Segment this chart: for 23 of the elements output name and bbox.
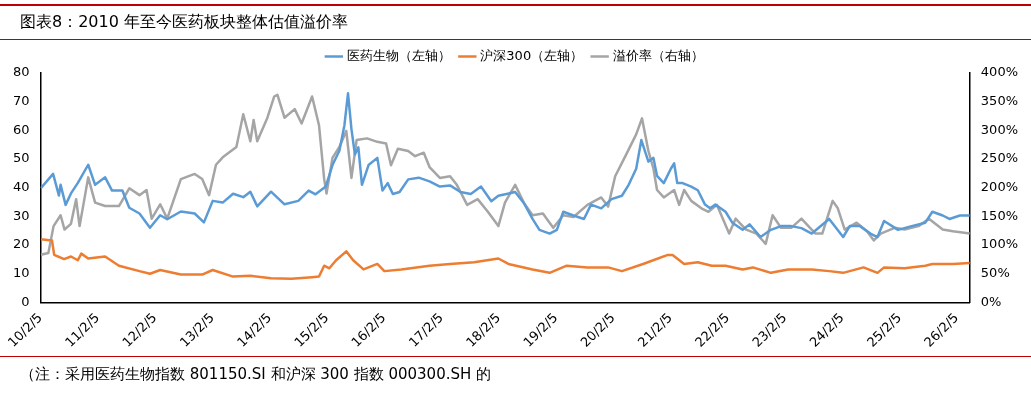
y-tick-label: 10: [13, 265, 30, 281]
y2-tick-label: 150%: [980, 207, 1019, 223]
y-tick-label: 30: [13, 207, 30, 223]
text: （注：采用医药生物指数 801150.SI 和沪深 300 指数 000300.SH 的: [0, 356, 1031, 384]
y-tick-label: 50: [13, 150, 30, 166]
y2-tick-label: 200%: [980, 179, 1019, 195]
y-tick-label: 80: [13, 64, 30, 80]
y2-tick-label: 100%: [980, 236, 1019, 252]
y2-tick-label: 250%: [980, 150, 1019, 166]
y-tick-label: 20: [13, 236, 30, 252]
y2-tick-label: 0%: [980, 293, 1002, 309]
legend-label: 医药生物（左轴）: [346, 47, 451, 63]
y2-tick-label: 350%: [980, 93, 1019, 109]
y-tick-label: 0: [21, 293, 30, 309]
chart-title: 图表8：2010 年至今医药板块整体估值溢价率: [0, 4, 1031, 40]
legend-label: 溢价率（右轴）: [612, 47, 704, 63]
y-tick-label: 60: [13, 121, 30, 137]
y2-tick-label: 300%: [980, 121, 1019, 137]
y2-tick-label: 50%: [980, 265, 1010, 281]
y2-tick-label: 400%: [980, 64, 1019, 80]
y-tick-label: 70: [13, 93, 30, 109]
y-tick-label: 40: [13, 179, 30, 195]
legend-label: 沪深300（左轴）: [480, 47, 584, 63]
